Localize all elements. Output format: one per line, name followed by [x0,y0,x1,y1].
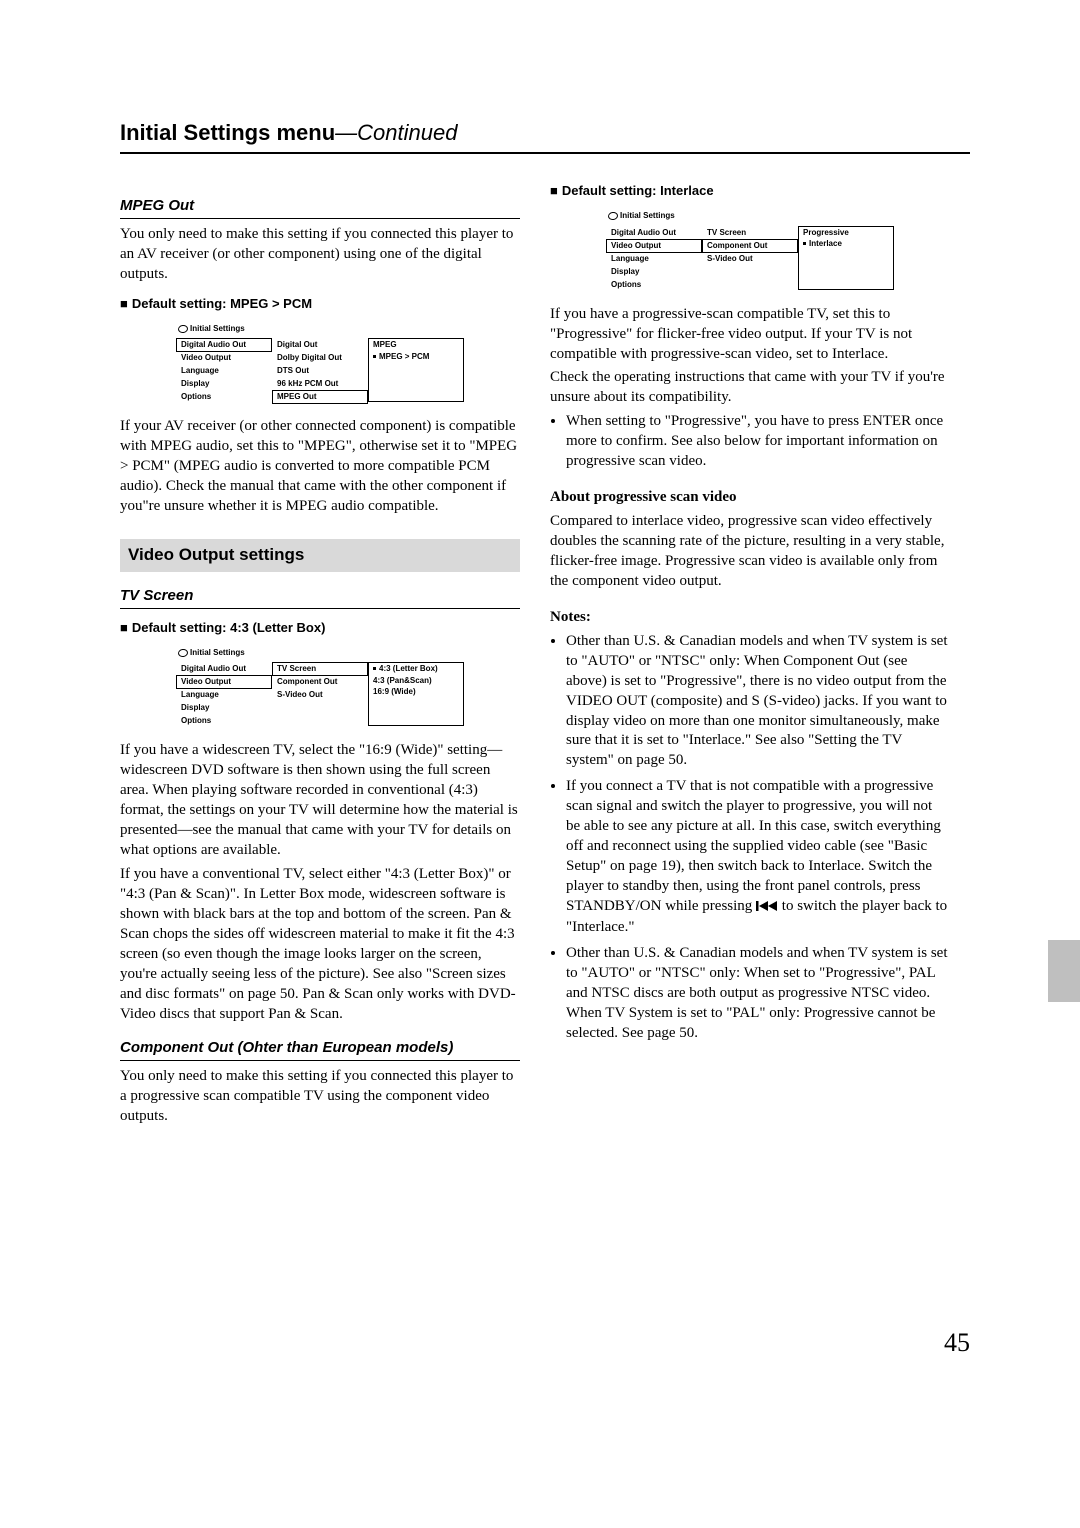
osd-row: S-Video Out [702,252,798,266]
osd-option: MPEG [373,340,459,351]
osd-row: Video Output [606,239,702,253]
square-bullet-icon: ■ [120,620,128,635]
about-progressive-title: About progressive scan video [550,488,950,508]
osd-options-box: Progressive Interlace [798,226,894,290]
osd-row: TV Screen [702,226,798,240]
chapter-continued: —Continued [335,120,457,145]
osd-row: Options [606,278,702,292]
osd-row: 96 kHz PCM Out [272,377,368,391]
page-number: 45 [944,1328,970,1358]
osd-option-selected: 4:3 (Letter Box) [373,664,459,675]
osd-row [272,714,368,728]
osd-title: Initial Settings [176,322,464,338]
interlace-default-label: ■Default setting: Interlace [550,182,950,199]
osd-title: Initial Settings [176,646,464,662]
osd-row: TV Screen [272,662,368,676]
osd-row: DTS Out [272,364,368,378]
osd-row: Video Output [176,351,272,365]
right-p1: If you have a progressive-scan compatibl… [550,305,950,365]
osd-row: S-Video Out [272,688,368,702]
osd-row: Video Output [176,675,272,689]
osd-row: Component Out [702,239,798,253]
osd-row: Component Out [272,675,368,689]
mpeg-default-label: ■Default setting: MPEG > PCM [120,295,520,312]
osd-row: Language [606,252,702,266]
osd-option: Progressive [803,228,889,239]
osd-row: MPEG Out [272,390,368,404]
osd-row [702,278,798,292]
right-column: ■Default setting: Interlace Initial Sett… [550,182,950,1131]
square-bullet-icon: ■ [550,183,558,198]
note1: Other than U.S. & Canadian models and wh… [566,632,950,772]
component-out-p: You only need to make this setting if yo… [120,1067,520,1127]
right-p2: Check the operating instructions that ca… [550,368,950,408]
osd-row: Options [176,714,272,728]
osd-option-selected: MPEG > PCM [373,352,459,363]
mpeg-after: If your AV receiver (or other connected … [120,417,520,517]
chapter-title-text: Initial Settings menu [120,120,335,145]
skip-back-icon [756,898,778,918]
video-output-settings-header: Video Output settings [120,539,520,572]
osd-row: Options [176,390,272,404]
osd-options-box: 4:3 (Letter Box) 4:3 (Pan&Scan) 16:9 (Wi… [368,662,464,726]
tv-p2: If you have a conventional TV, select ei… [120,865,520,1025]
tv-default-label: ■Default setting: 4:3 (Letter Box) [120,619,520,636]
osd-row: Digital Audio Out [606,226,702,240]
chapter-title: Initial Settings menu—Continued [120,120,970,154]
osd-interlace: Initial Settings Digital Audio Out Video… [606,209,894,290]
osd-row: Dolby Digital Out [272,351,368,365]
osd-tvscreen: Initial Settings Digital Audio Out Video… [176,646,464,727]
osd-row: Language [176,364,272,378]
square-bullet-icon: ■ [120,296,128,311]
osd-row [272,701,368,715]
left-column: MPEG Out You only need to make this sett… [120,182,520,1131]
osd-options-box: MPEG MPEG > PCM [368,338,464,402]
about-progressive-p: Compared to interlace video, progressive… [550,512,950,592]
osd-row [702,265,798,279]
side-tab [1048,940,1080,1002]
notes-title: Notes: [550,608,950,628]
osd-row: Digital Audio Out [176,338,272,352]
osd-option: 16:9 (Wide) [373,687,459,698]
osd-option: 4:3 (Pan&Scan) [373,676,459,687]
note3: Other than U.S. & Canadian models and wh… [566,944,950,1044]
note2a: If you connect a TV that is not compatib… [566,778,941,914]
osd-option-selected: Interlace [803,239,889,250]
mpeg-intro: You only need to make this setting if yo… [120,225,520,285]
osd-row: Digital Out [272,338,368,352]
osd-row: Display [176,701,272,715]
tv-p1: If you have a widescreen TV, select the … [120,741,520,861]
osd-title: Initial Settings [606,209,894,225]
tv-screen-heading: TV Screen [120,586,520,609]
osd-mpeg: Initial Settings Digital Audio Out Video… [176,322,464,403]
component-out-heading: Component Out (Ohter than European model… [120,1038,520,1061]
osd-row: Display [176,377,272,391]
osd-row: Language [176,688,272,702]
mpeg-out-heading: MPEG Out [120,196,520,219]
osd-row: Display [606,265,702,279]
osd-row: Digital Audio Out [176,662,272,676]
right-bullet1: When setting to "Progressive", you have … [566,412,950,472]
note2: If you connect a TV that is not compatib… [566,777,950,938]
